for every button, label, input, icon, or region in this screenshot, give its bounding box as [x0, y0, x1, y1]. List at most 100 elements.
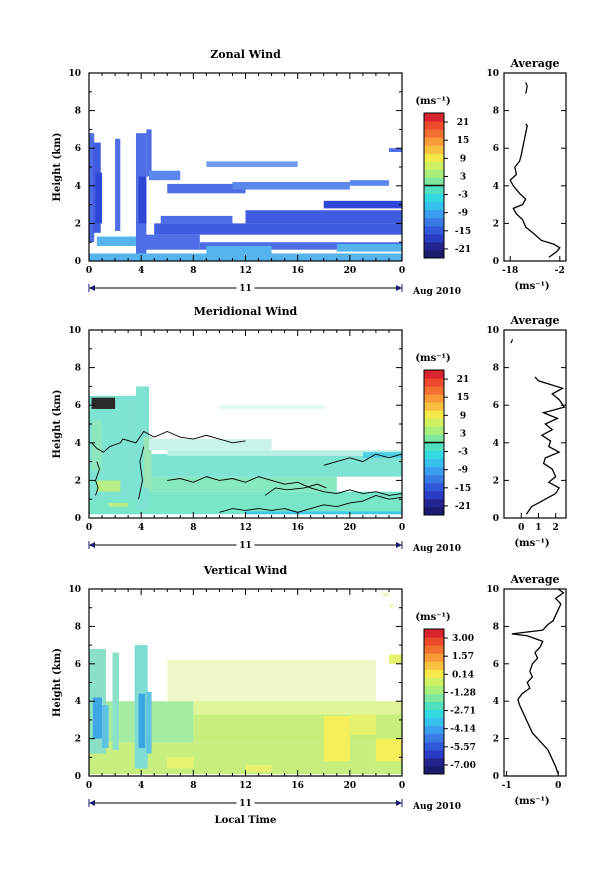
colorbar-swatch — [424, 201, 444, 211]
zero-contour — [138, 446, 145, 500]
field-patch — [148, 439, 272, 451]
average-y-tick-label: 10 — [486, 69, 499, 79]
x-tick-label: 0 — [399, 523, 405, 533]
field-patch — [146, 454, 402, 477]
field-patch — [349, 180, 389, 186]
average-x-tick-label: 0 — [518, 523, 524, 533]
date-marker-bg — [236, 283, 255, 293]
colorbar-unit: (ms⁻¹) — [415, 353, 450, 364]
colorbar-swatch — [424, 153, 444, 162]
field-patch — [336, 244, 402, 252]
field-patch — [96, 236, 136, 246]
colorbar-swatch — [424, 394, 444, 403]
average-x-tick-label: -18 — [502, 266, 518, 276]
field-patch — [91, 397, 116, 409]
field-patch — [206, 245, 272, 254]
y-tick-label: 8 — [75, 107, 81, 117]
x-tick-label: 12 — [239, 781, 252, 791]
x-tick-label: 20 — [344, 781, 357, 791]
colorbar-swatch — [424, 629, 444, 638]
field-patch — [382, 592, 389, 597]
colorbar-swatch — [424, 426, 444, 435]
field-patch — [115, 138, 121, 231]
colorbar-swatch — [424, 725, 444, 735]
colorbar-label: 21 — [457, 375, 470, 385]
colorbar-label: -9 — [458, 466, 468, 476]
field-patch — [95, 172, 103, 224]
field-patch — [206, 161, 298, 167]
colorbar-swatch — [424, 378, 444, 387]
y-tick-label: 6 — [75, 401, 81, 411]
colorbar-label: 0.14 — [452, 670, 474, 680]
colorbar-swatch — [424, 370, 444, 379]
y-tick-label: 6 — [75, 660, 81, 670]
average-profile-line — [511, 588, 565, 775]
average-y-tick-label: 4 — [493, 697, 499, 707]
colorbar-label: -3 — [458, 191, 468, 201]
field-patch — [148, 170, 181, 181]
colorbar-swatch — [424, 434, 444, 443]
colorbar-swatch — [424, 177, 444, 186]
average-x-tick-label: 1 — [535, 523, 541, 533]
colorbar-label: 3 — [460, 172, 466, 182]
date-bar-left-arrow — [89, 285, 95, 291]
colorbar-swatch — [424, 458, 444, 468]
x-tick-label: 8 — [190, 523, 196, 533]
y-tick-label: 6 — [75, 144, 81, 154]
colorbar-swatch — [424, 386, 444, 395]
average-y-tick-label: 8 — [493, 364, 499, 374]
date-marker: 11 — [239, 541, 252, 551]
average-y-tick-label: 10 — [486, 326, 499, 336]
y-tick-label: 0 — [75, 514, 81, 524]
colorbar-label: 15 — [457, 136, 470, 146]
x-tick-label: 0 — [399, 266, 405, 276]
field — [89, 386, 402, 515]
colorbar-label: -3 — [458, 448, 468, 458]
field-patch — [89, 133, 95, 243]
average-profile-top-line — [510, 339, 514, 344]
colorbar-swatch — [424, 217, 444, 227]
x-tick-label: 4 — [138, 266, 144, 276]
colorbar-swatch — [424, 701, 444, 711]
colorbar-label: -21 — [455, 245, 471, 255]
x-tick-label: 12 — [239, 523, 252, 533]
date-bar-right-arrow — [396, 800, 402, 806]
colorbar-label: 3 — [460, 429, 466, 439]
colorbar-swatch — [424, 442, 444, 452]
y-tick-label: 2 — [75, 735, 81, 745]
x-tick-label: 12 — [239, 266, 252, 276]
average-title: Average — [509, 57, 559, 70]
colorbar-swatch — [424, 169, 444, 178]
field-patch — [128, 476, 337, 492]
colorbar-swatch — [424, 765, 444, 775]
chart-title: Meridional Wind — [194, 305, 298, 318]
chart-title: Vertical Wind — [203, 564, 288, 577]
colorbar-swatch — [424, 161, 444, 170]
y-axis-label: Height (km) — [52, 648, 63, 717]
x-tick-label: 0 — [86, 266, 92, 276]
colorbar-swatch — [424, 741, 444, 751]
zero-contour — [264, 483, 327, 496]
colorbar-swatch — [424, 677, 444, 686]
colorbar-swatch — [424, 717, 444, 727]
colorbar-swatch — [424, 402, 444, 411]
average-x-label: (ms⁻¹) — [514, 796, 549, 807]
colorbar-swatch — [424, 137, 444, 146]
date-label: Aug 2010 — [412, 802, 461, 812]
field-patch — [160, 215, 233, 224]
x-tick-label: 16 — [291, 523, 304, 533]
colorbar-swatch — [424, 749, 444, 759]
colorbar-swatch — [424, 185, 444, 195]
field-patch — [154, 223, 402, 235]
field-patch — [375, 738, 402, 762]
x-tick-label: 16 — [291, 266, 304, 276]
zero-contour — [219, 494, 402, 513]
average-y-tick-label: 8 — [493, 107, 499, 117]
colorbar-swatch — [424, 693, 444, 702]
y-tick-label: 10 — [68, 585, 81, 595]
y-tick-label: 4 — [75, 439, 81, 449]
colorbar-swatch — [424, 113, 444, 122]
field-patch — [388, 603, 393, 608]
field-patch — [167, 183, 246, 194]
